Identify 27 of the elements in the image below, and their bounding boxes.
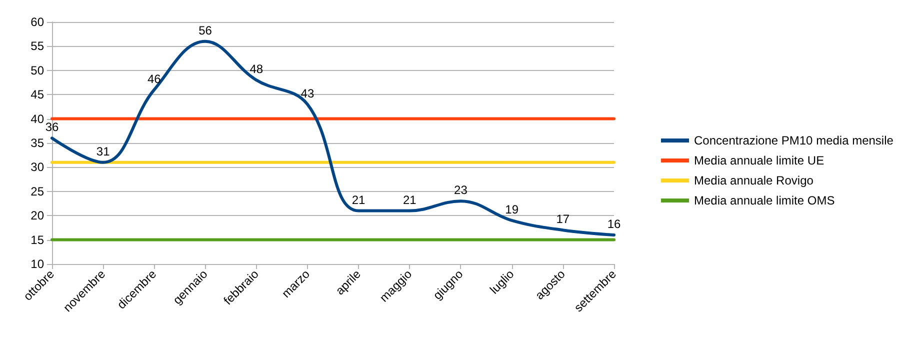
data-label: 19 bbox=[505, 202, 519, 216]
y-tick-label: 25 bbox=[30, 184, 44, 198]
legend-label: Media annuale Rovigo bbox=[694, 174, 814, 188]
data-label: 48 bbox=[250, 62, 264, 76]
data-label: 21 bbox=[402, 192, 417, 207]
y-tick-label: 50 bbox=[30, 63, 44, 78]
data-label: 16 bbox=[607, 216, 621, 231]
data-label: 43 bbox=[300, 86, 314, 100]
y-tick-label: 20 bbox=[30, 208, 44, 223]
data-label: 56 bbox=[198, 23, 212, 38]
y-tick-label: 55 bbox=[30, 39, 44, 54]
legend-label: Media annuale limite OMS bbox=[694, 194, 835, 208]
legend-label: Media annuale limite UE bbox=[694, 154, 824, 168]
data-label: 17 bbox=[556, 212, 570, 226]
data-label: 36 bbox=[45, 120, 59, 134]
y-tick-label: 40 bbox=[30, 112, 44, 126]
data-label: 46 bbox=[148, 72, 162, 86]
data-label: 21 bbox=[352, 192, 366, 207]
data-label: 23 bbox=[454, 183, 468, 198]
y-tick-label: 35 bbox=[30, 136, 44, 150]
y-tick-label: 45 bbox=[30, 88, 44, 102]
y-tick-label: 15 bbox=[30, 232, 44, 247]
y-tick-label: 10 bbox=[30, 257, 44, 271]
y-tick-label: 60 bbox=[30, 15, 44, 29]
data-label: 31 bbox=[96, 144, 110, 158]
legend-label: Concentrazione PM10 media mensile bbox=[694, 134, 894, 148]
y-tick-label: 30 bbox=[30, 160, 44, 174]
